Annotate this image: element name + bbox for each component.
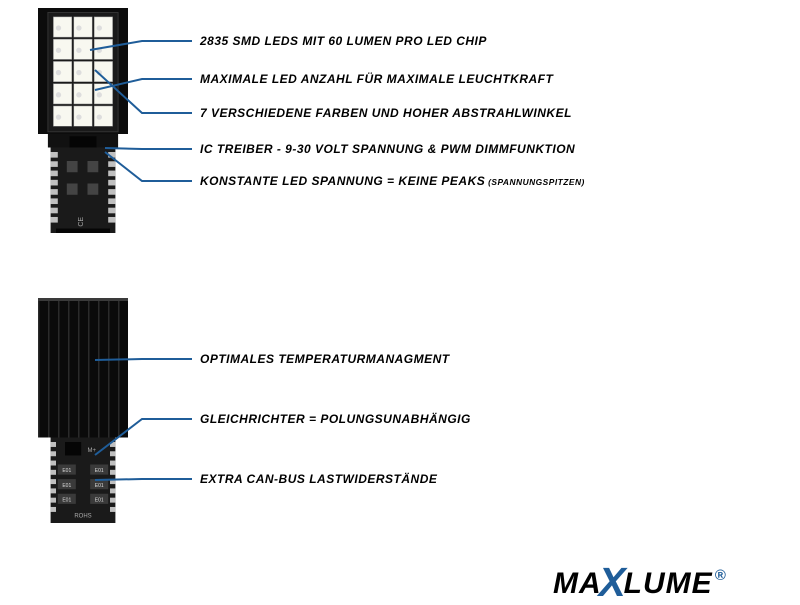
top-label-2: 7 VERSCHIEDENE FARBEN UND HOHER ABSTRAHL… [200, 106, 572, 120]
brand-logo: MAXLUME® [553, 556, 727, 603]
label-text: GLEICHRICHTER = POLUNGSUNABHÄNGIG [200, 412, 471, 426]
label-text: KONSTANTE LED SPANNUNG = KEINE PEAKS [200, 174, 485, 188]
bottom-label-1: GLEICHRICHTER = POLUNGSUNABHÄNGIG [200, 412, 471, 426]
svg-text:CE: CE [78, 217, 85, 227]
svg-text:E01: E01 [95, 468, 104, 474]
top-label-4: KONSTANTE LED SPANNUNG = KEINE PEAKS (SP… [200, 174, 585, 188]
top-label-3: IC TREIBER - 9-30 VOLT SPANNUNG & PWM DI… [200, 142, 575, 156]
bottom-label-2: EXTRA CAN-BUS LASTWIDERSTÄNDE [200, 472, 437, 486]
label-text: 2835 SMD LEDS MIT 60 LUMEN PRO LED CHIP [200, 34, 487, 48]
logo-registered: ® [715, 567, 727, 584]
label-text: EXTRA CAN-BUS LASTWIDERSTÄNDE [200, 472, 437, 486]
svg-text:E01: E01 [62, 468, 71, 474]
top-label-1: MAXIMALE LED ANZAHL FÜR MAXIMALE LEUCHTK… [200, 72, 553, 86]
svg-text:E01: E01 [62, 497, 71, 503]
top-label-0: 2835 SMD LEDS MIT 60 LUMEN PRO LED CHIP [200, 34, 487, 48]
label-text: 7 VERSCHIEDENE FARBEN UND HOHER ABSTRAHL… [200, 106, 572, 120]
svg-text:E01: E01 [95, 483, 104, 489]
svg-text:E01: E01 [95, 497, 104, 503]
svg-text:ROHS: ROHS [74, 513, 91, 519]
label-text: MAXIMALE LED ANZAHL FÜR MAXIMALE LEUCHTK… [200, 72, 553, 86]
bottom-label-0: OPTIMALES TEMPERATURMANAGMENT [200, 352, 450, 366]
top-product-image: CE [38, 8, 128, 233]
svg-text:E01: E01 [62, 483, 71, 489]
logo-prefix: MA [553, 567, 602, 600]
logo-x: X [599, 559, 627, 605]
svg-text:M+: M+ [88, 448, 97, 454]
label-subtext: (SPANNUNGSPITZEN) [485, 177, 585, 187]
label-text: IC TREIBER - 9-30 VOLT SPANNUNG & PWM DI… [200, 142, 575, 156]
bottom-product-image: M+ E01 E01 E01 E01 E01 E01 ROHS [38, 298, 128, 523]
label-text: OPTIMALES TEMPERATURMANAGMENT [200, 352, 450, 366]
logo-suffix: LUME [624, 567, 713, 600]
